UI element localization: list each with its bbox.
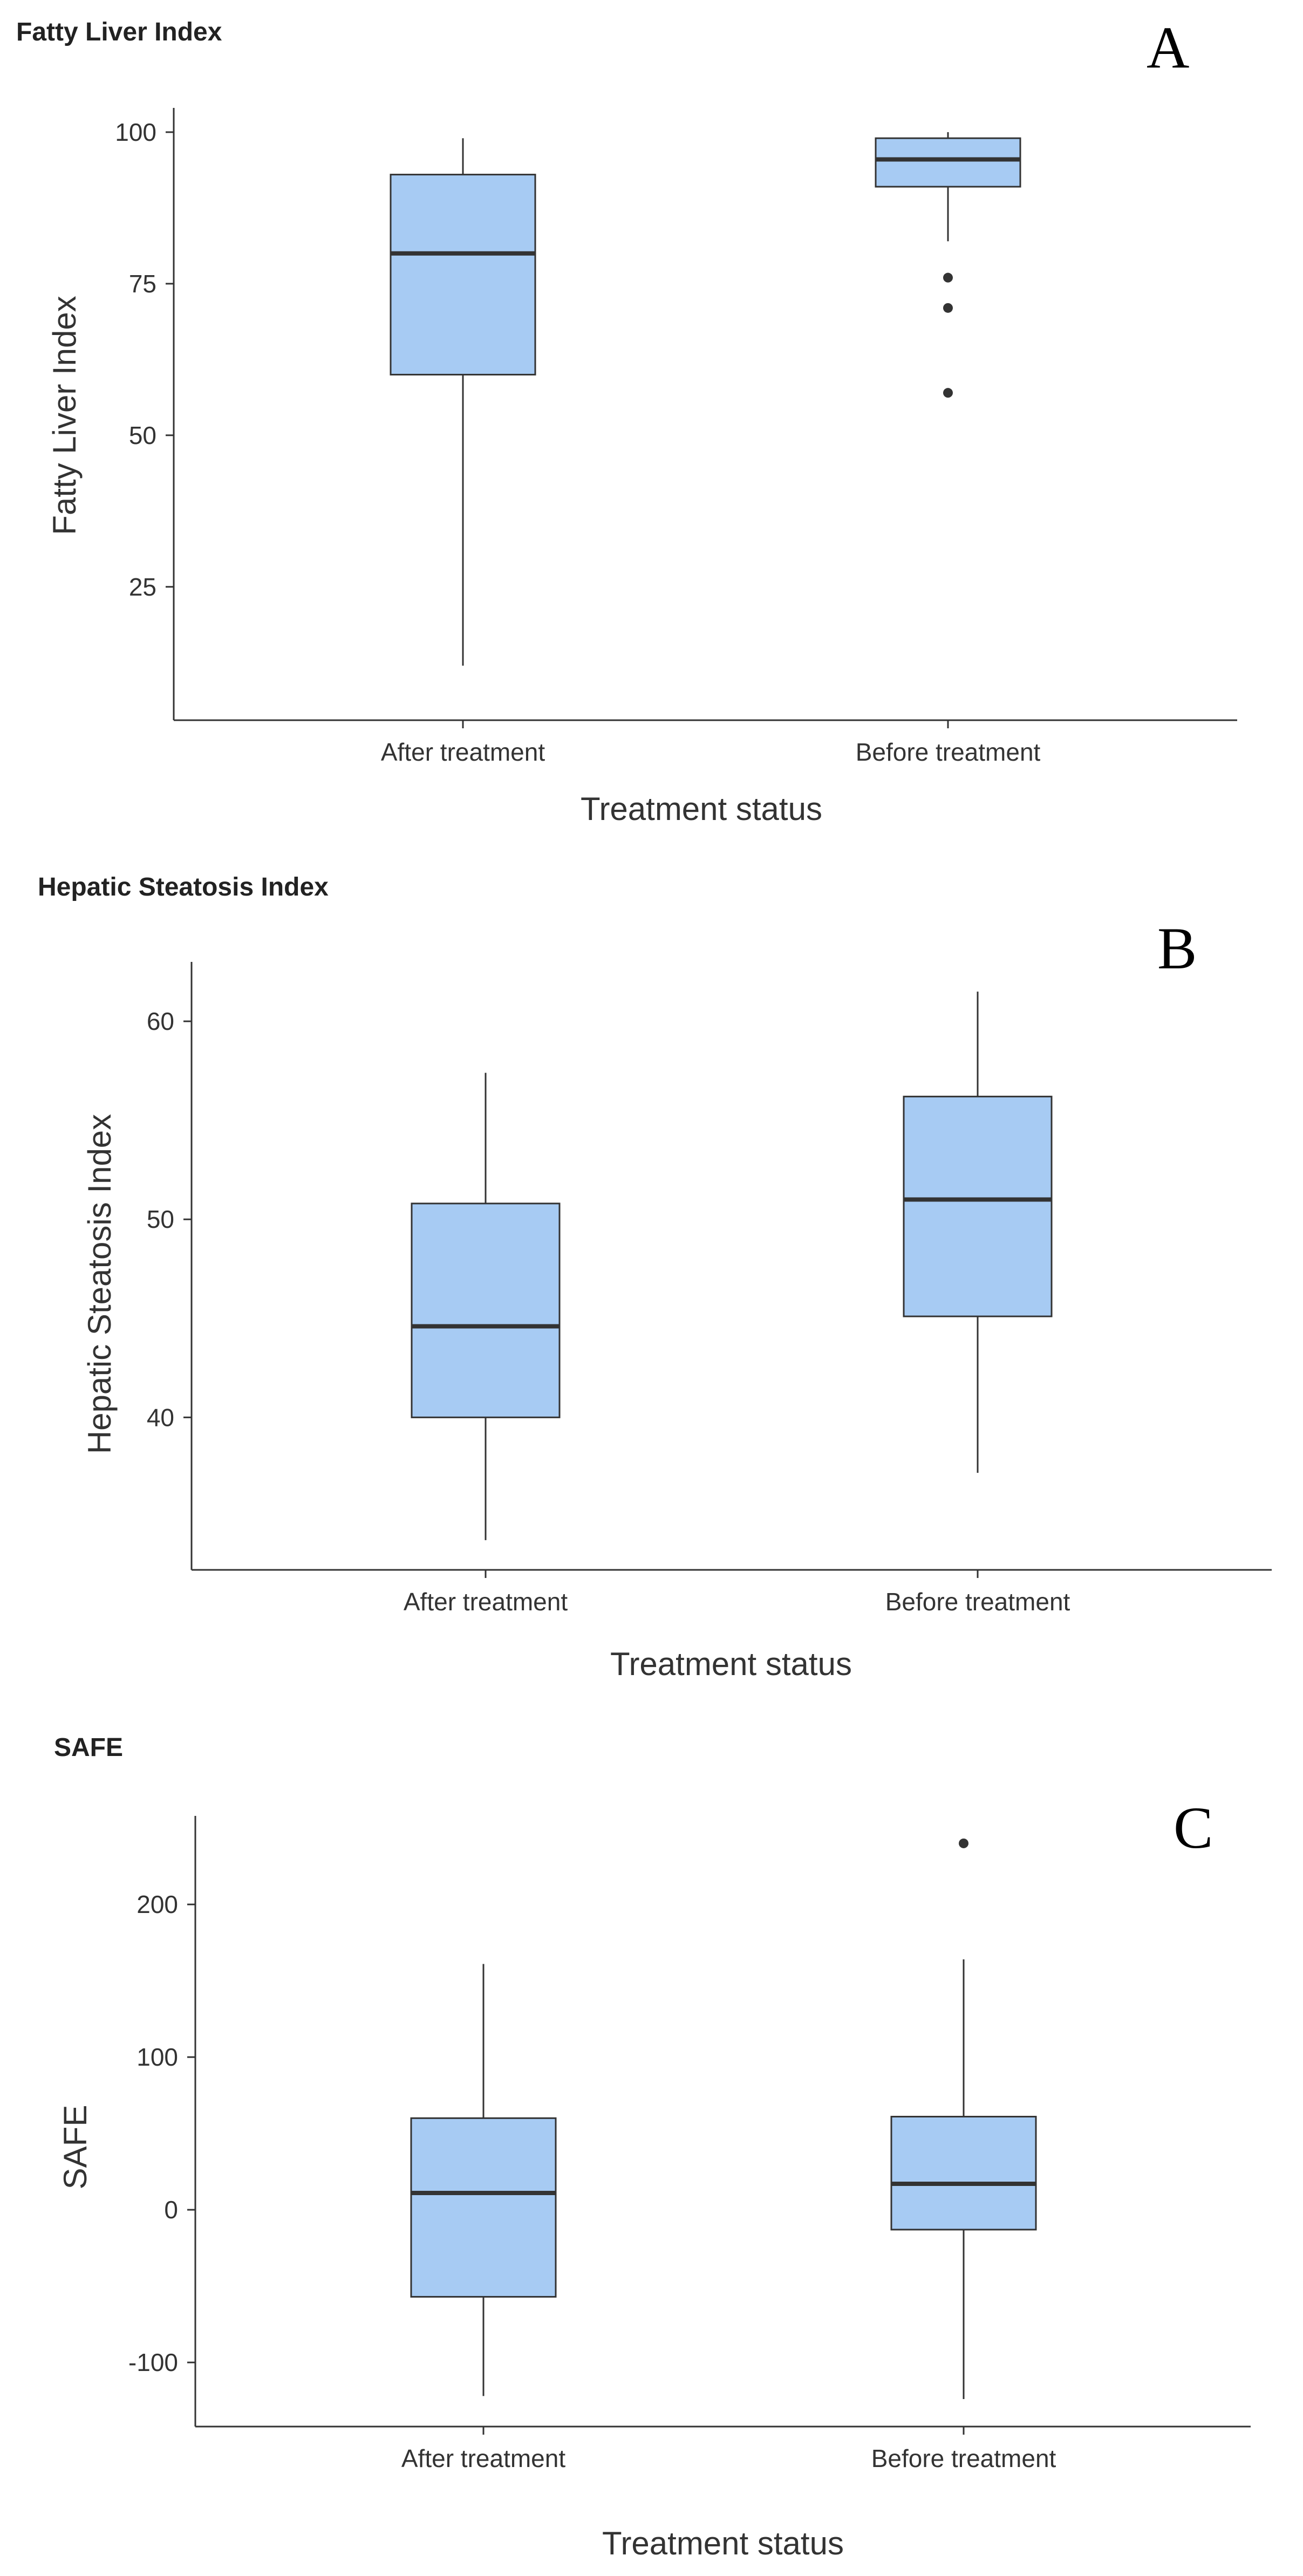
x-tick-label: After treatment <box>381 738 545 766</box>
fatty-liver-index-chart: Fatty Liver Index A Fatty Liver Index Tr… <box>16 15 1237 827</box>
chart-title: SAFE <box>54 1733 123 1762</box>
y-axis-title: SAFE <box>57 2105 93 2190</box>
y-tick-label: 0 <box>164 2196 178 2224</box>
x-axis-title: Treatment status <box>581 791 822 827</box>
plot-area: 25 50 75 100 After treatment Before treatment <box>115 108 1237 766</box>
y-tick-label: 40 <box>147 1403 174 1431</box>
y-tick-label: 100 <box>137 2043 178 2071</box>
chart-title: Fatty Liver Index <box>16 18 222 46</box>
y-axis-title: Hepatic Steatosis Index <box>81 1114 118 1454</box>
y-tick-label: -100 <box>128 2348 178 2376</box>
y-tick-label: 200 <box>137 1890 178 1918</box>
outlier-point <box>943 272 953 283</box>
box-iqr <box>411 1202 561 1418</box>
outlier-point <box>959 1838 968 1848</box>
y-tick-label: 50 <box>147 1205 174 1233</box>
chart-panel-b: Hepatic Steatosis Index B Hepatic Steato… <box>0 858 1303 1716</box>
panel-label: A <box>1147 15 1189 80</box>
outlier-point <box>943 303 953 313</box>
chart-title: Hepatic Steatosis Index <box>38 873 329 901</box>
x-tick-label: Before treatment <box>856 738 1041 766</box>
panel-label: C <box>1174 1795 1213 1861</box>
box-iqr <box>903 1096 1053 1317</box>
y-tick-label: 60 <box>147 1007 174 1035</box>
panel-label: B <box>1157 915 1197 981</box>
y-tick-label: 50 <box>129 421 156 449</box>
box-iqr <box>410 2117 557 2298</box>
box-iqr <box>390 174 536 375</box>
chart-panel-c: SAFE C SAFE Treatment status -100 0 100 200… <box>0 1716 1303 2576</box>
safe-chart: SAFE C SAFE Treatment status -100 0 100 200… <box>54 1733 1251 2561</box>
y-tick-label: 25 <box>129 573 156 601</box>
box-iqr <box>875 137 1021 188</box>
hepatic-steatosis-index-chart: Hepatic Steatosis Index B Hepatic Steato… <box>38 873 1272 1682</box>
x-tick-label: After treatment <box>401 2444 565 2472</box>
y-tick-label: 100 <box>115 118 156 146</box>
chart-panel-a: Fatty Liver Index A Fatty Liver Index Tr… <box>0 0 1303 858</box>
y-tick-label: 75 <box>129 270 156 298</box>
box-iqr <box>890 2116 1037 2231</box>
x-tick-label: After treatment <box>404 1588 568 1616</box>
x-axis-title: Treatment status <box>610 1646 852 1682</box>
plot-area: -100 0 100 200 After treatment Before treatme… <box>128 1816 1251 2472</box>
x-axis-title: Treatment status <box>602 2525 844 2561</box>
x-tick-label: Before treatment <box>885 1588 1070 1616</box>
y-axis-title: Fatty Liver Index <box>46 296 83 535</box>
x-tick-label: Before treatment <box>871 2444 1056 2472</box>
outlier-point <box>943 388 953 398</box>
plot-area: 40 50 60 After treatment Before treatment <box>147 962 1272 1616</box>
